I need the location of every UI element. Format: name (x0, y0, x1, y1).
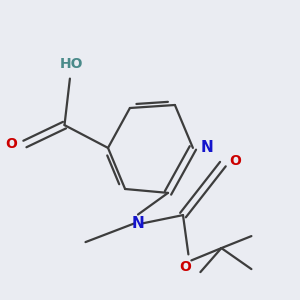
Text: N: N (132, 216, 144, 231)
Text: O: O (230, 154, 242, 168)
Text: O: O (179, 260, 191, 274)
Text: O: O (5, 137, 17, 151)
Text: HO: HO (60, 57, 83, 71)
Text: N: N (200, 140, 213, 155)
